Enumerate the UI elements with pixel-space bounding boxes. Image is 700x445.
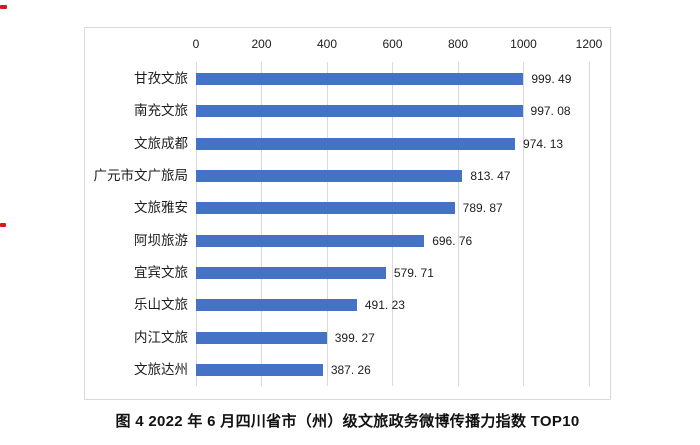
value-label: 974. 13 <box>523 136 564 151</box>
bar <box>196 299 357 312</box>
bar <box>196 234 425 247</box>
category-label: 乐山文旅 <box>134 297 188 313</box>
category-label: 宜宾文旅 <box>134 265 188 281</box>
category-label: 阿坝旅游 <box>134 232 188 248</box>
x-tick-label: 800 <box>447 37 469 51</box>
value-label: 999. 49 <box>531 72 572 86</box>
category-label: 文旅达州 <box>134 362 188 378</box>
category-label: 甘孜文旅 <box>134 71 188 86</box>
gridline <box>261 62 262 386</box>
x-tick-label: 0 <box>192 37 200 51</box>
bar <box>196 364 323 377</box>
chart-caption: 图 4 2022 年 6 月四川省市（州）级文旅政务微博传播力指数 TOP10 <box>115 413 580 430</box>
value-label: 491. 23 <box>364 298 405 313</box>
gridline <box>588 62 590 386</box>
bar <box>196 202 455 215</box>
value-label: 579. 71 <box>393 266 434 281</box>
category-label: 南充文旅 <box>134 103 188 119</box>
x-tick-label: 200 <box>251 37 272 51</box>
gridline <box>195 62 197 386</box>
value-label: 789. 87 <box>462 201 503 216</box>
x-tick-label: 400 <box>316 37 338 51</box>
gridline <box>392 62 393 386</box>
value-label: 696. 76 <box>432 233 473 248</box>
value-label: 387. 26 <box>330 363 371 378</box>
bar <box>196 331 327 344</box>
value-label: 813. 47 <box>470 169 511 184</box>
value-label: 997. 08 <box>530 104 571 119</box>
gridline <box>457 62 459 386</box>
gridline <box>326 62 328 386</box>
category-label: 广元市文广旅局 <box>93 168 189 184</box>
x-tick-label: 600 <box>382 37 403 51</box>
red-mark-middle <box>0 223 6 227</box>
gridline <box>523 62 524 386</box>
red-mark-top <box>0 5 7 9</box>
bar <box>196 73 524 85</box>
value-label: 399. 27 <box>334 330 375 345</box>
bar <box>196 267 386 280</box>
category-label: 文旅雅安 <box>134 200 188 216</box>
category-label: 内江文旅 <box>134 329 188 345</box>
x-tick-label: 1000 <box>510 37 537 51</box>
bar <box>196 137 516 150</box>
x-tick-label: 1200 <box>575 37 603 51</box>
bar <box>196 170 463 183</box>
category-label: 文旅成都 <box>134 135 188 151</box>
bar <box>196 105 523 118</box>
